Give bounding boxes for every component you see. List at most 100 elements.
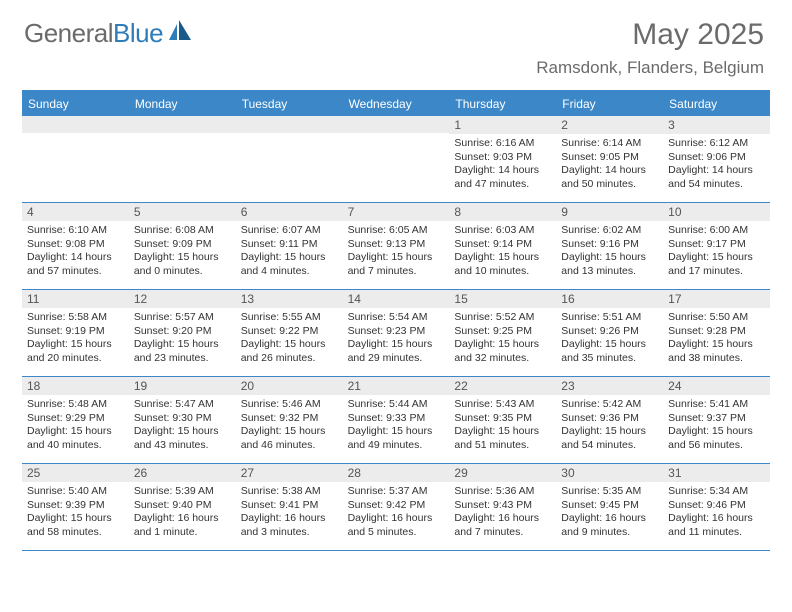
day-cell: 12Sunrise: 5:57 AMSunset: 9:20 PMDayligh…	[129, 290, 236, 376]
day-number: 14	[343, 290, 450, 308]
day-cell: 22Sunrise: 5:43 AMSunset: 9:35 PMDayligh…	[449, 377, 556, 463]
day-detail-line: and 13 minutes.	[561, 265, 658, 279]
logo-text-a: General	[24, 18, 113, 48]
day-detail-line: Sunset: 9:46 PM	[668, 499, 765, 513]
day-number: 25	[22, 464, 129, 482]
day-detail-line: and 17 minutes.	[668, 265, 765, 279]
day-detail-line: Daylight: 16 hours	[241, 512, 338, 526]
day-number: 30	[556, 464, 663, 482]
day-number: 24	[663, 377, 770, 395]
day-detail-line: Daylight: 15 hours	[348, 425, 445, 439]
day-cell: 20 Sunrise: 5:46 AMSunset: 9:32 PMDayligh…	[236, 377, 343, 463]
day-detail-line: and 29 minutes.	[348, 352, 445, 366]
day-number: 1	[449, 116, 556, 134]
day-number: 21	[343, 377, 450, 395]
day-detail-line: Daylight: 14 hours	[668, 164, 765, 178]
location-label: Ramsdonk, Flanders, Belgium	[536, 58, 764, 78]
day-cell: 14Sunrise: 5:54 AMSunset: 9:23 PMDayligh…	[343, 290, 450, 376]
day-number: 13	[236, 290, 343, 308]
day-detail-line: and 56 minutes.	[668, 439, 765, 453]
day-detail-line: Sunrise: 5:39 AM	[134, 485, 231, 499]
week-row: 4Sunrise: 6:10 AMSunset: 9:08 PMDaylight…	[22, 203, 770, 290]
day-detail-line: Daylight: 15 hours	[668, 251, 765, 265]
day-detail-line: and 20 minutes.	[27, 352, 124, 366]
day-detail-line: Sunrise: 5:58 AM	[27, 311, 124, 325]
day-detail-line: and 5 minutes.	[348, 526, 445, 540]
day-detail-line: Sunset: 9:06 PM	[668, 151, 765, 165]
day-detail-line: Sunset: 9:29 PM	[27, 412, 124, 426]
day-number: 18	[22, 377, 129, 395]
day-number	[22, 116, 129, 133]
day-detail-line: and 58 minutes.	[27, 526, 124, 540]
day-detail-line: Sunset: 9:09 PM	[134, 238, 231, 252]
day-number: 17	[663, 290, 770, 308]
day-detail-line: Sunrise: 5:50 AM	[668, 311, 765, 325]
day-detail-line: Daylight: 15 hours	[668, 338, 765, 352]
day-detail-line: and 57 minutes.	[27, 265, 124, 279]
day-number: 6	[236, 203, 343, 221]
day-detail-line: Sunrise: 5:57 AM	[134, 311, 231, 325]
day-detail-line: Sunset: 9:35 PM	[454, 412, 551, 426]
week-row: 11Sunrise: 5:58 AMSunset: 9:19 PMDayligh…	[22, 290, 770, 377]
day-detail-line: Sunset: 9:32 PM	[241, 412, 338, 426]
day-detail-line: Daylight: 15 hours	[241, 251, 338, 265]
day-number: 5	[129, 203, 236, 221]
day-detail-line: Sunset: 9:08 PM	[27, 238, 124, 252]
day-cell	[343, 116, 450, 202]
day-cell: 28Sunrise: 5:37 AMSunset: 9:42 PMDayligh…	[343, 464, 450, 550]
day-cell: 24Sunrise: 5:41 AMSunset: 9:37 PMDayligh…	[663, 377, 770, 463]
day-detail-line: Daylight: 15 hours	[241, 425, 338, 439]
day-cell: 10Sunrise: 6:00 AMSunset: 9:17 PMDayligh…	[663, 203, 770, 289]
day-cell: 31Sunrise: 5:34 AMSunset: 9:46 PMDayligh…	[663, 464, 770, 550]
day-detail-line: Daylight: 16 hours	[134, 512, 231, 526]
day-detail-line: Sunrise: 6:07 AM	[241, 224, 338, 238]
logo-text: GeneralBlue	[24, 18, 163, 49]
day-number	[236, 116, 343, 133]
day-detail-line: Sunset: 9:14 PM	[454, 238, 551, 252]
day-detail-line: Sunrise: 5:54 AM	[348, 311, 445, 325]
day-detail-line: Daylight: 15 hours	[348, 251, 445, 265]
day-detail-line: Daylight: 15 hours	[134, 338, 231, 352]
day-number: 27	[236, 464, 343, 482]
day-number: 3	[663, 116, 770, 134]
day-detail-line: Sunset: 9:20 PM	[134, 325, 231, 339]
day-detail-line: Sunrise: 5:46 AM	[241, 398, 338, 412]
day-detail-line: Sunrise: 5:44 AM	[348, 398, 445, 412]
day-number: 16	[556, 290, 663, 308]
weekday-header: Sunday	[22, 92, 129, 116]
header: GeneralBlue May 2025 Ramsdonk, Flanders,…	[0, 0, 792, 84]
day-cell	[129, 116, 236, 202]
day-detail-line: Daylight: 15 hours	[668, 425, 765, 439]
calendar: SundayMondayTuesdayWednesdayThursdayFrid…	[22, 90, 770, 551]
day-detail-line: Sunrise: 6:05 AM	[348, 224, 445, 238]
week-row: 18 Sunrise: 5:48 AMSunset: 9:29 PM Dayligh…	[22, 377, 770, 464]
day-detail-line: Daylight: 15 hours	[134, 251, 231, 265]
day-detail-line: Daylight: 15 hours	[454, 338, 551, 352]
day-detail-line: and 3 minutes.	[241, 526, 338, 540]
day-detail-line: Sunrise: 5:47 AM	[134, 398, 231, 412]
week-row: 1Sunrise: 6:16 AMSunset: 9:03 PMDaylight…	[22, 116, 770, 203]
day-number: 20	[236, 377, 343, 395]
day-detail-line: Daylight: 15 hours	[241, 338, 338, 352]
day-cell: 3Sunrise: 6:12 AMSunset: 9:06 PMDaylight…	[663, 116, 770, 202]
day-cell: 11Sunrise: 5:58 AMSunset: 9:19 PMDayligh…	[22, 290, 129, 376]
day-detail-line: Sunset: 9:37 PM	[668, 412, 765, 426]
day-detail-line: Sunset: 9:23 PM	[348, 325, 445, 339]
day-number: 29	[449, 464, 556, 482]
sails-icon	[167, 20, 193, 47]
day-detail-line: Sunset: 9:42 PM	[348, 499, 445, 513]
day-detail-line: and 47 minutes.	[454, 178, 551, 192]
logo-text-b: Blue	[113, 18, 163, 48]
day-detail-line: Sunrise: 6:08 AM	[134, 224, 231, 238]
day-detail-line: Sunset: 9:05 PM	[561, 151, 658, 165]
day-detail-line: Sunrise: 5:35 AM	[561, 485, 658, 499]
day-cell: 29Sunrise: 5:36 AMSunset: 9:43 PMDayligh…	[449, 464, 556, 550]
day-number: 7	[343, 203, 450, 221]
day-detail-line: and 7 minutes.	[454, 526, 551, 540]
day-detail-line: Sunset: 9:43 PM	[454, 499, 551, 513]
day-detail-line: Sunrise: 5:42 AM	[561, 398, 658, 412]
day-detail-line: Daylight: 15 hours	[454, 251, 551, 265]
day-detail-line: Sunrise: 5:48 AM	[27, 398, 124, 412]
day-detail-line: Sunset: 9:40 PM	[134, 499, 231, 513]
day-detail-line: Sunrise: 5:40 AM	[27, 485, 124, 499]
